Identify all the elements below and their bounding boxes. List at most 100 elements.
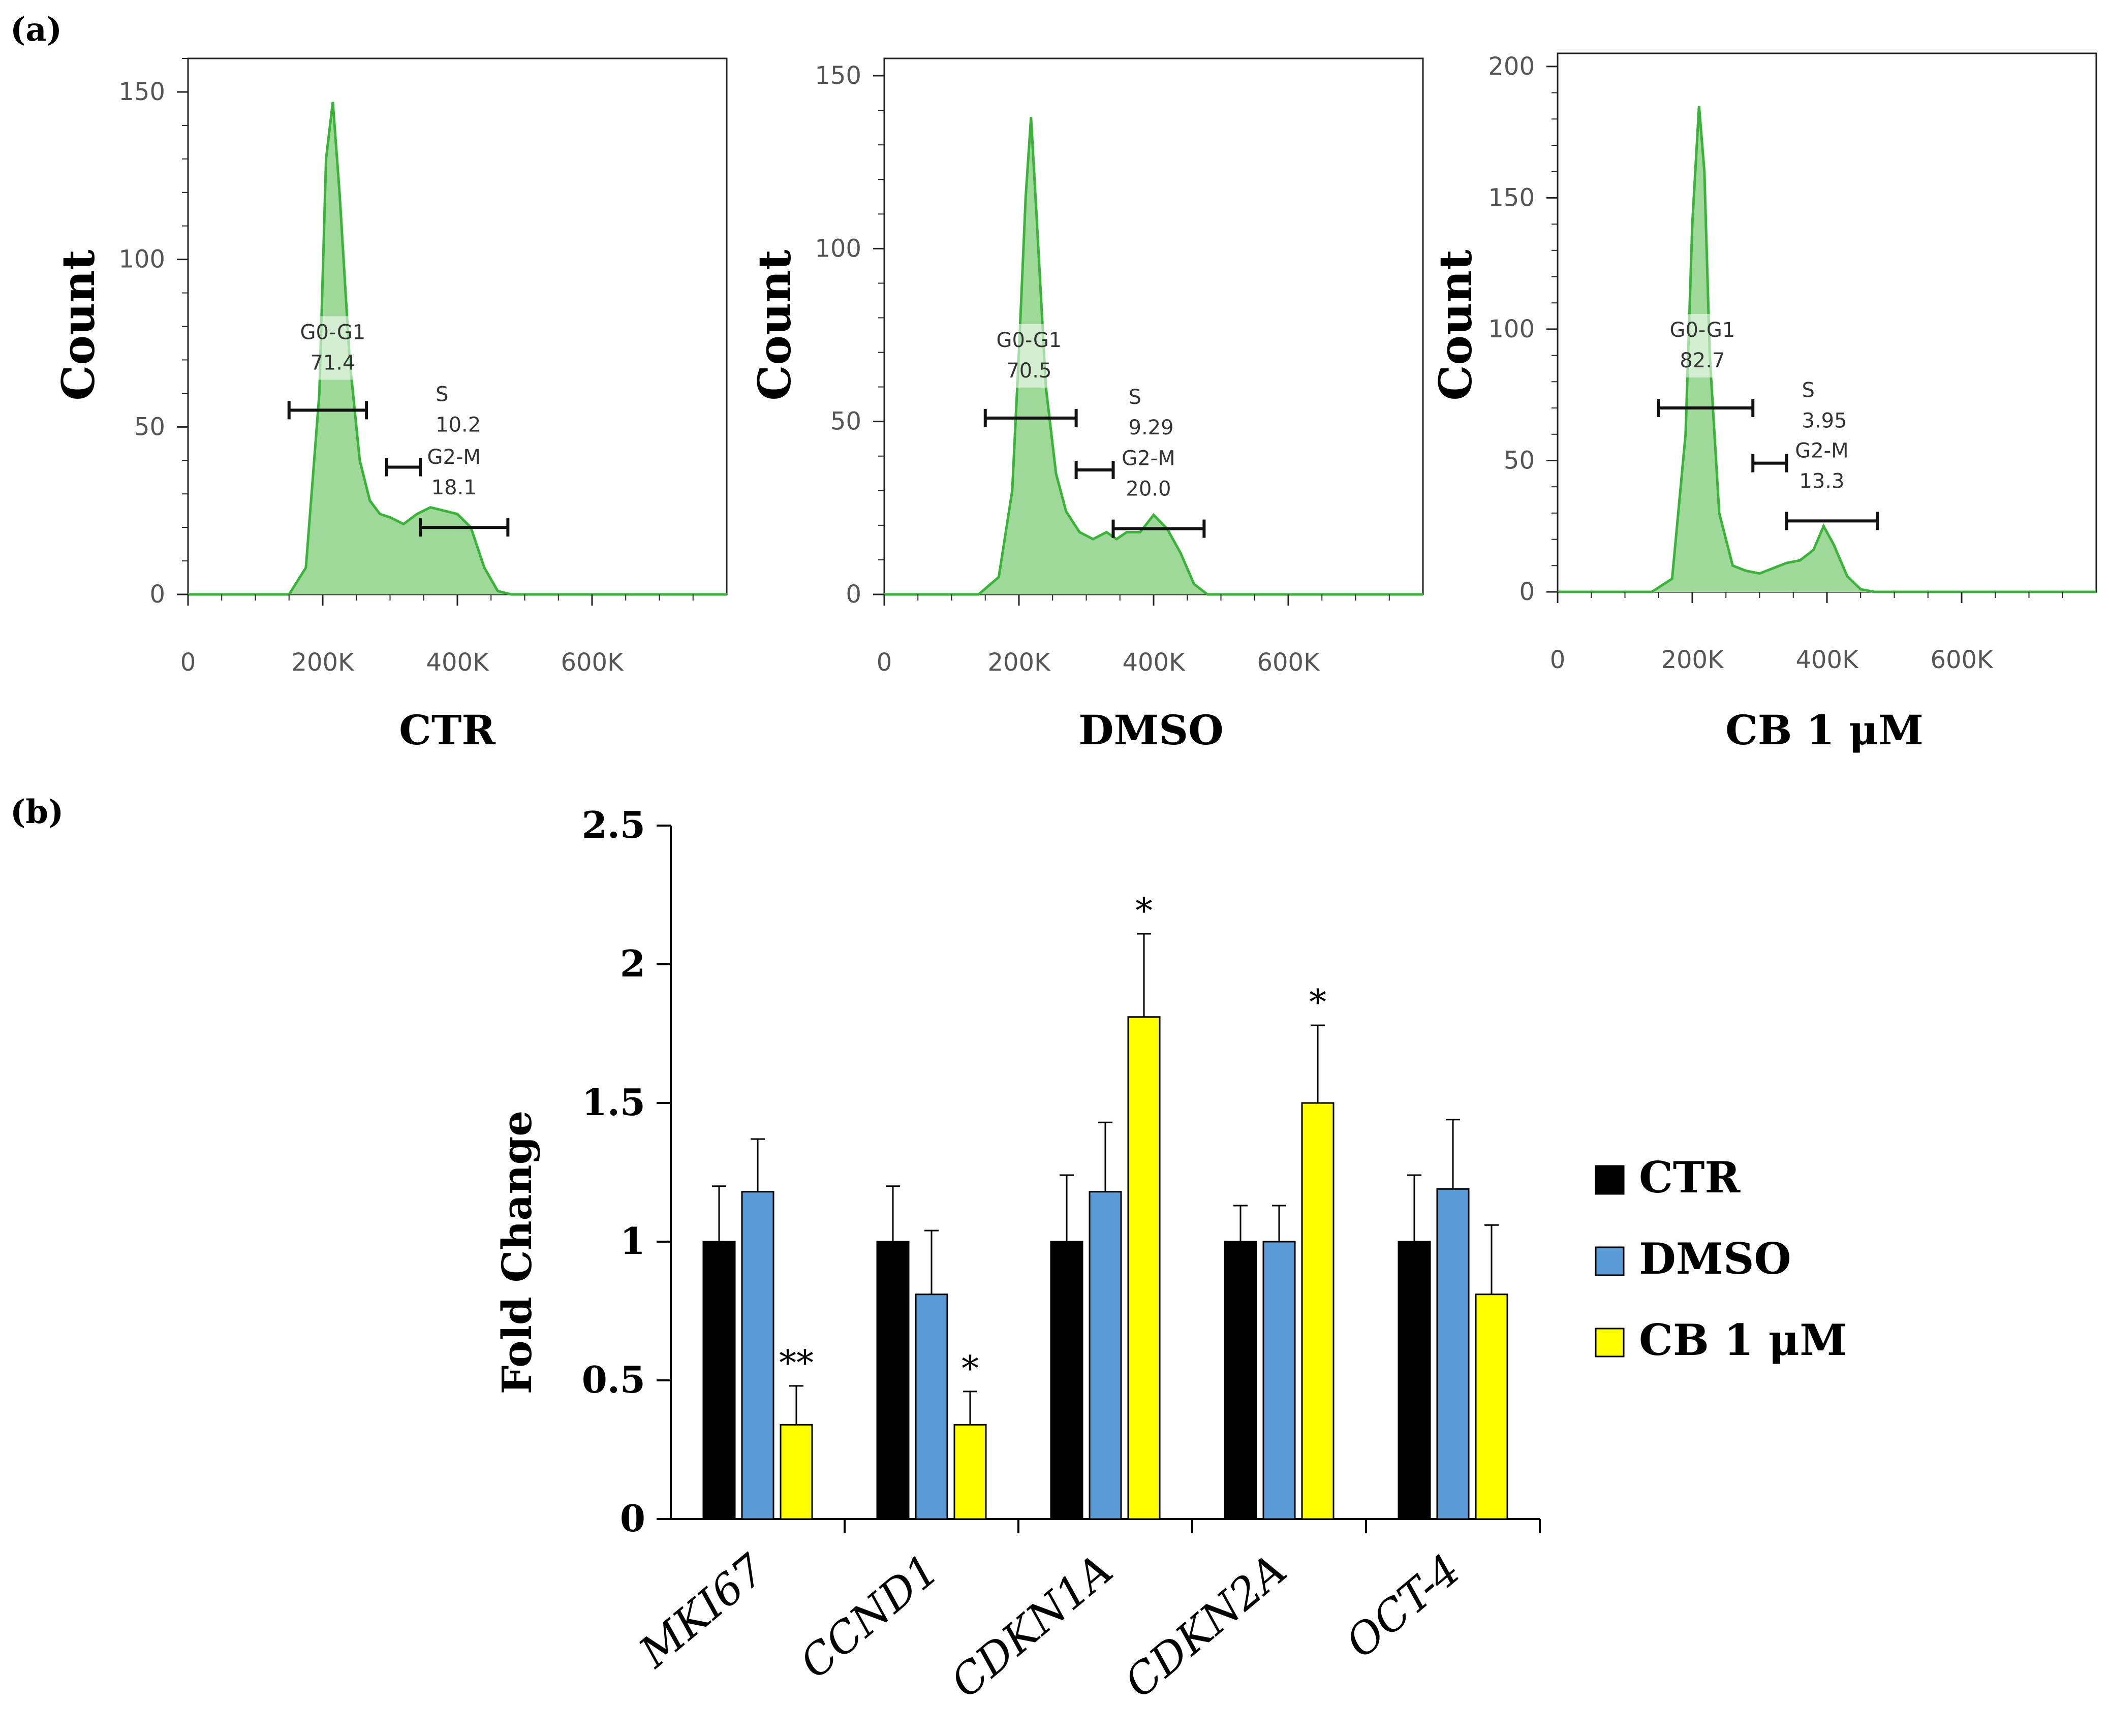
histogram-cb-y-tick-label: 0 xyxy=(1519,578,1535,606)
bar-chart-y-tick-label: 1.5 xyxy=(582,1081,645,1124)
bar-ctr-cdkn1a xyxy=(1050,1241,1083,1520)
bar-ctr-ccnd1 xyxy=(876,1241,910,1520)
bar-cb-1-m-cdkn1a xyxy=(1127,1016,1161,1520)
bar-chart-y-tick-label: 2.5 xyxy=(582,803,645,846)
bar-chart-y-tick-label: 0.5 xyxy=(582,1358,645,1401)
gate-s-name: S xyxy=(436,383,448,406)
histogram-cb-x-tick-label: 600K xyxy=(1930,646,1994,674)
histogram-cb-y-tick-label: 150 xyxy=(1488,183,1535,212)
histogram-cb-y-tick-label: 200 xyxy=(1488,52,1535,81)
histogram-ctr-y-tick-label: 50 xyxy=(134,413,165,441)
gate-s-name: S xyxy=(1802,379,1815,402)
gate-g0-g1-name: G0-G1 xyxy=(996,329,1062,352)
bar-dmso-oct-4 xyxy=(1436,1188,1470,1520)
histogram-ctr-x-tick-label: 400K xyxy=(426,648,489,677)
gate-g0-g1-value: 71.4 xyxy=(310,351,355,374)
histogram-ctr-y-tick-label: 100 xyxy=(118,245,165,274)
bar-dmso-cdkn1a xyxy=(1089,1191,1122,1520)
histogram-cb-x-tick-label: 400K xyxy=(1795,646,1859,674)
bar-chart-fold-change: Fold Change 0 0.5 1 1.5 2 2.5 ** MKI67 * CCND1 * CD… xyxy=(493,803,1847,1708)
histogram-dmso-y-tick-label: 100 xyxy=(815,234,861,263)
histogram-ctr-x-tick-label: 200K xyxy=(291,648,355,677)
bar-chart-y-tick-label: 0 xyxy=(620,1497,645,1540)
histogram-dmso-x-tick-label: 0 xyxy=(877,648,892,677)
bar-ctr-cdkn2a xyxy=(1224,1241,1257,1520)
bar-cb-1-m-cdkn2a xyxy=(1301,1102,1335,1520)
histogram-ctr-title: CTR xyxy=(399,706,495,754)
histogram-ctr-x-tick-label: 0 xyxy=(180,648,196,677)
histogram-cb-x-tick-label: 200K xyxy=(1661,646,1724,674)
histogram-dmso-x-tick-label: 400K xyxy=(1122,648,1186,677)
histogram-ctr: Count CTR 0 200K 400K 600K 0 50 100 150 G0-G1 71.… xyxy=(52,57,728,754)
histogram-dmso-y-label: Count xyxy=(748,249,801,401)
bar-ctr-oct-4 xyxy=(1398,1241,1431,1520)
significance-marker: * xyxy=(962,1349,979,1389)
histogram-dmso: Count DMSO 0 200K 400K 600K 0 50 100 150 G0-G1 70… xyxy=(748,57,1424,754)
histogram-cb-y-tick-label: 50 xyxy=(1504,446,1535,475)
bar-cb-1-m-mki67 xyxy=(780,1424,813,1520)
histogram-ctr-y-label: Count xyxy=(52,249,105,401)
histogram-ctr-line xyxy=(188,102,727,596)
histogram-ctr-y-tick-label: 0 xyxy=(149,580,165,609)
histogram-cb-title: CB 1 μM xyxy=(1725,706,1924,754)
gate-s-value: 10.2 xyxy=(436,413,481,436)
histogram-cb-line xyxy=(1558,106,2096,593)
histogram-cb-area xyxy=(1558,106,2096,592)
histogram-cb-y-tick-label: 100 xyxy=(1488,315,1535,343)
gate-g0-g1-value: 70.5 xyxy=(1006,359,1051,383)
gate-g2-m-value: 20.0 xyxy=(1126,478,1171,501)
histogram-dmso-y-tick-label: 150 xyxy=(815,61,861,90)
bar-dmso-cdkn2a xyxy=(1262,1241,1296,1520)
significance-marker: * xyxy=(1135,891,1153,931)
legend-swatch-ctr xyxy=(1595,1165,1625,1195)
gate-g0-g1-name: G0-G1 xyxy=(300,321,365,344)
bar-dmso-ccnd1 xyxy=(915,1293,948,1520)
gate-g2-m-name: G2-M xyxy=(1795,439,1848,462)
histogram-cb-y-label: Count xyxy=(1429,249,1482,401)
gate-label-background xyxy=(990,324,1067,388)
panel-a-label: (a) xyxy=(10,11,62,49)
gate-g2-m-name: G2-M xyxy=(427,446,481,469)
category-label-oct-4: OCT-4 xyxy=(1337,1544,1470,1667)
bar-cb-1-m-ccnd1 xyxy=(953,1424,987,1520)
significance-marker: ** xyxy=(779,1343,814,1383)
legend-swatch-dmso xyxy=(1595,1246,1625,1276)
histogram-ctr-area xyxy=(188,102,727,594)
bar-chart-y-tick-label: 1 xyxy=(620,1219,645,1262)
bar-chart-y-label: Fold Change xyxy=(493,1111,541,1395)
bar-chart-y-tick-label: 2 xyxy=(620,942,645,985)
histogram-dmso-title: DMSO xyxy=(1078,706,1223,754)
histogram-dmso-x-tick-label: 200K xyxy=(987,648,1051,677)
bar-ctr-mki67 xyxy=(702,1241,736,1520)
histogram-dmso-line xyxy=(884,117,1423,596)
panel-b-label: (b) xyxy=(10,793,64,831)
histogram-ctr-y-tick-label: 150 xyxy=(118,78,165,106)
category-label-mki67: MKI67 xyxy=(629,1544,774,1678)
category-label-ccnd1: CCND1 xyxy=(791,1544,948,1688)
gate-s-name: S xyxy=(1129,386,1141,409)
legend-label-dmso: DMSO xyxy=(1639,1234,1791,1284)
histogram-cb-x-tick-label: 0 xyxy=(1550,646,1566,674)
legend-label-cb-1-m: CB 1 μM xyxy=(1639,1315,1847,1365)
category-label-cdkn1a: CDKN1A xyxy=(941,1544,1122,1708)
gate-g2-m-name: G2-M xyxy=(1122,447,1175,470)
histogram-ctr-x-tick-label: 600K xyxy=(561,648,624,677)
histogram-dmso-y-tick-label: 50 xyxy=(830,407,861,436)
histogram-dmso-x-tick-label: 600K xyxy=(1257,648,1320,677)
gate-label-background xyxy=(1664,314,1741,378)
legend-swatch-cb-1-m xyxy=(1595,1328,1625,1358)
legend-label-ctr: CTR xyxy=(1639,1152,1741,1203)
gate-g2-m-value: 13.3 xyxy=(1799,469,1844,493)
gate-g0-g1-name: G0-G1 xyxy=(1669,319,1735,342)
category-label-cdkn2a: CDKN2A xyxy=(1115,1544,1296,1708)
bar-cb-1-m-oct-4 xyxy=(1475,1293,1508,1520)
gate-s-value: 3.95 xyxy=(1802,409,1847,433)
gate-label-background xyxy=(294,316,371,380)
significance-marker: * xyxy=(1309,983,1326,1023)
gate-g0-g1-value: 82.7 xyxy=(1680,349,1725,372)
histogram-dmso-y-tick-label: 0 xyxy=(846,580,861,609)
bar-dmso-mki67 xyxy=(741,1191,774,1520)
gate-s-value: 9.29 xyxy=(1129,416,1174,439)
histogram-cb-frame xyxy=(1557,52,2097,593)
